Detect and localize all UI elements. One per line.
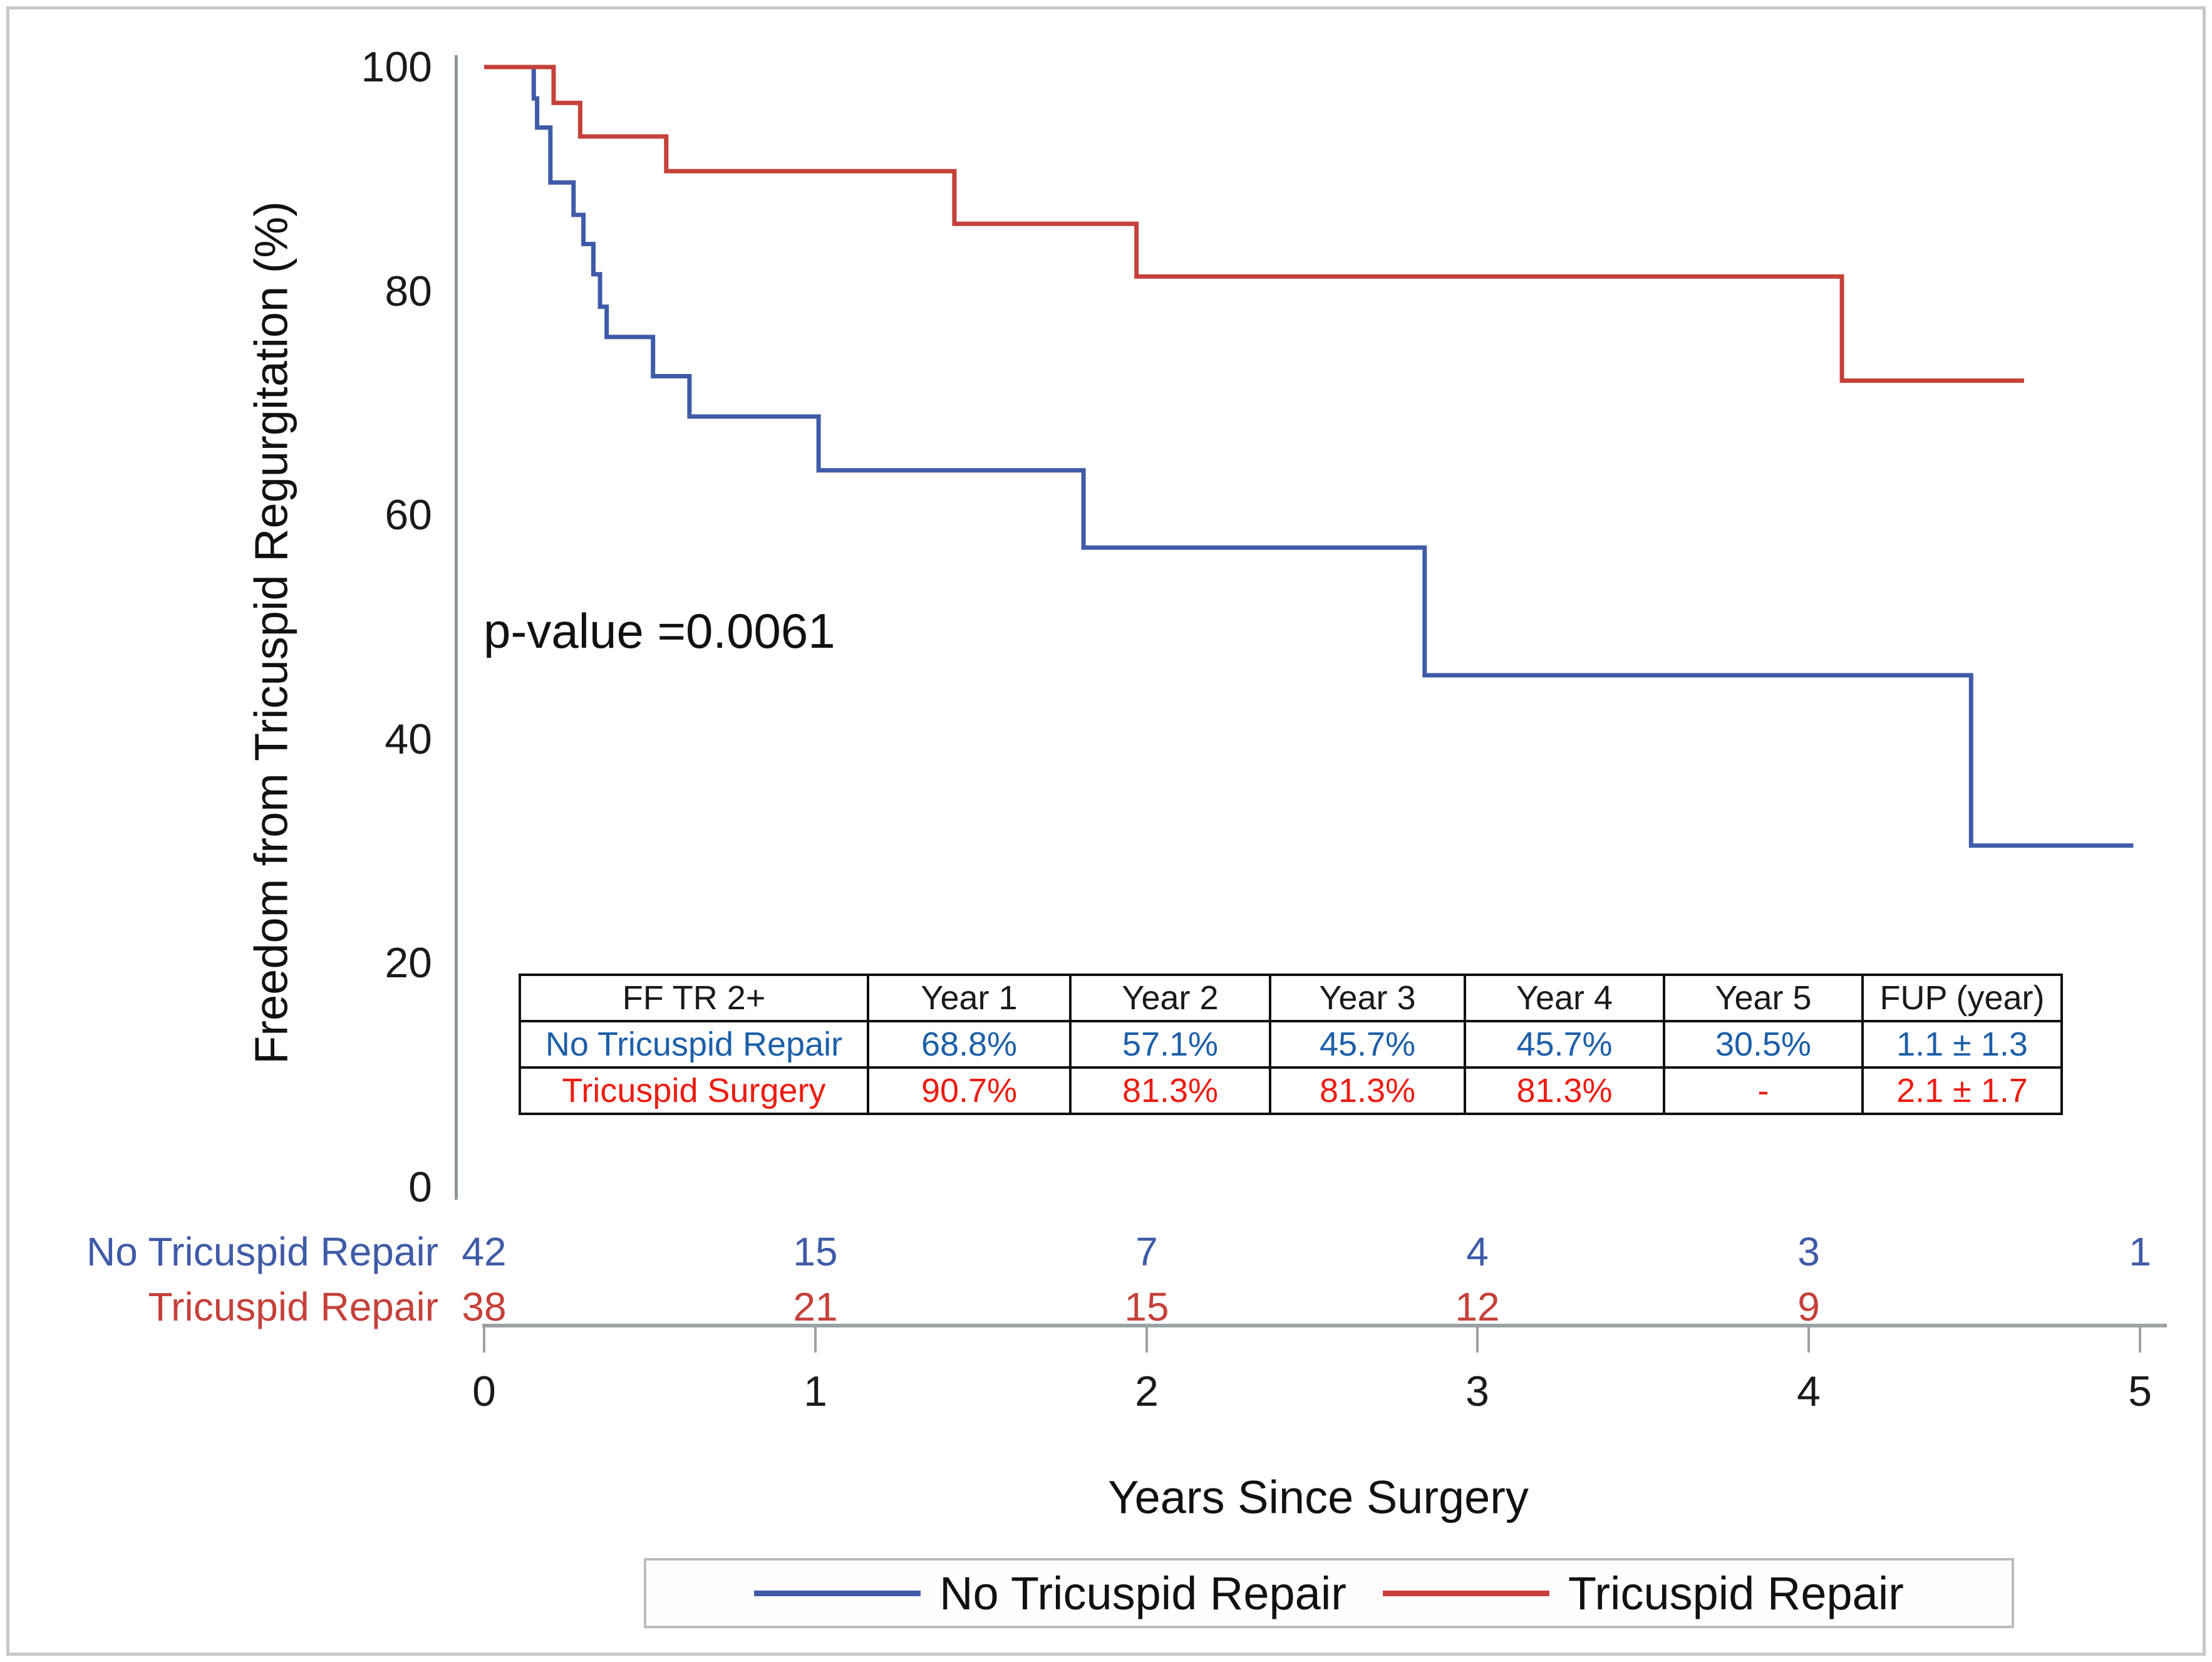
legend-label: Tricuspid Repair bbox=[1568, 1567, 1904, 1619]
y-tick-label-100: 100 bbox=[361, 43, 432, 91]
summary-table: FF TR 2+ Year 1 Year 2 Year 3 Year 4 Yea… bbox=[519, 974, 2063, 1115]
summary-value-cell: 68.8% bbox=[867, 1020, 1072, 1069]
summary-table-header-cell: Year 5 bbox=[1663, 974, 1864, 1022]
summary-table-header-cell: Year 3 bbox=[1269, 974, 1466, 1022]
summary-value-cell: 81.3% bbox=[1069, 1066, 1271, 1115]
summary-table-header-cell: FUP (year) bbox=[1861, 974, 2063, 1022]
y-tick-label-40: 40 bbox=[385, 715, 432, 763]
legend-label: No Tricuspid Repair bbox=[939, 1567, 1346, 1619]
summary-table-header-cell: FF TR 2+ bbox=[519, 974, 869, 1022]
summary-row-label: No Tricuspid Repair bbox=[519, 1020, 869, 1069]
x-tick-label-1: 1 bbox=[804, 1368, 827, 1415]
y-tick-label-20: 20 bbox=[385, 939, 432, 987]
red-line-swatch-icon bbox=[1382, 1590, 1549, 1596]
summary-value-cell: 90.7% bbox=[867, 1066, 1072, 1115]
legend: No Tricuspid Repair Tricuspid Repair bbox=[644, 1558, 2014, 1628]
y-tick-label-60: 60 bbox=[385, 491, 432, 539]
x-axis-tick bbox=[2139, 1327, 2141, 1353]
summary-value-cell: 30.5% bbox=[1663, 1020, 1864, 1069]
x-axis-title: Years Since Surgery bbox=[1108, 1471, 1529, 1524]
summary-table-header-row: FF TR 2+ Year 1 Year 2 Year 3 Year 4 Yea… bbox=[519, 974, 2063, 1022]
y-axis-line bbox=[455, 55, 458, 1200]
risk-count: 21 bbox=[793, 1284, 838, 1329]
x-tick-label-3: 3 bbox=[1465, 1368, 1489, 1415]
risk-row-label-no-repair: No Tricuspid Repair bbox=[86, 1229, 438, 1274]
survival-curve-tricuspid-repair bbox=[484, 65, 2024, 383]
blue-line-swatch-icon bbox=[754, 1590, 921, 1596]
survival-curve-no-tricuspid-repair bbox=[484, 65, 2134, 848]
summary-value-cell: 81.3% bbox=[1269, 1066, 1466, 1115]
risk-count: 1 bbox=[2129, 1229, 2151, 1274]
x-axis-tick bbox=[483, 1327, 485, 1353]
p-value-annotation: p-value =0.0061 bbox=[483, 603, 835, 658]
summary-table-header-cell: Year 1 bbox=[867, 974, 1072, 1022]
summary-value-cell: 45.7% bbox=[1269, 1020, 1466, 1069]
risk-count: 7 bbox=[1135, 1229, 1158, 1274]
risk-count: 38 bbox=[462, 1284, 507, 1329]
risk-count: 15 bbox=[793, 1229, 838, 1274]
risk-count: 15 bbox=[1124, 1284, 1169, 1329]
summary-table-row-surgery: Tricuspid Surgery 90.7% 81.3% 81.3% 81.3… bbox=[519, 1066, 2063, 1115]
risk-row-label-repair: Tricuspid Repair bbox=[148, 1284, 438, 1329]
summary-value-cell: 81.3% bbox=[1464, 1066, 1665, 1115]
risk-count: 12 bbox=[1455, 1284, 1500, 1329]
risk-count: 42 bbox=[462, 1229, 507, 1274]
summary-value-cell: - bbox=[1663, 1066, 1864, 1115]
summary-value-cell: 1.1 ± 1.3 bbox=[1861, 1020, 2063, 1069]
summary-value-cell: 57.1% bbox=[1069, 1020, 1271, 1069]
risk-count: 9 bbox=[1797, 1284, 1820, 1329]
risk-count: 3 bbox=[1797, 1229, 1820, 1274]
summary-row-label: Tricuspid Surgery bbox=[519, 1066, 869, 1115]
y-tick-label-80: 80 bbox=[385, 267, 432, 315]
x-axis-tick bbox=[814, 1327, 817, 1353]
summary-table-header-cell: Year 2 bbox=[1069, 974, 1271, 1022]
legend-item-tricuspid-repair: Tricuspid Repair bbox=[1382, 1567, 1904, 1620]
risk-count: 4 bbox=[1466, 1229, 1489, 1274]
summary-value-cell: 2.1 ± 1.7 bbox=[1861, 1066, 2063, 1115]
x-tick-label-5: 5 bbox=[2128, 1368, 2152, 1415]
x-axis-line bbox=[482, 1324, 2167, 1327]
x-axis-tick bbox=[1145, 1327, 1148, 1353]
x-tick-label-4: 4 bbox=[1797, 1368, 1821, 1415]
x-axis-tick bbox=[1476, 1327, 1479, 1353]
x-axis-tick bbox=[1807, 1327, 1810, 1353]
x-tick-label-0: 0 bbox=[472, 1368, 496, 1415]
summary-value-cell: 45.7% bbox=[1464, 1020, 1665, 1069]
legend-item-no-tricuspid-repair: No Tricuspid Repair bbox=[754, 1567, 1346, 1620]
summary-table-row-no-repair: No Tricuspid Repair 68.8% 57.1% 45.7% 45… bbox=[519, 1020, 2063, 1069]
summary-table-header-cell: Year 4 bbox=[1464, 974, 1665, 1022]
y-tick-label-0: 0 bbox=[408, 1163, 432, 1211]
x-tick-label-2: 2 bbox=[1135, 1368, 1159, 1415]
